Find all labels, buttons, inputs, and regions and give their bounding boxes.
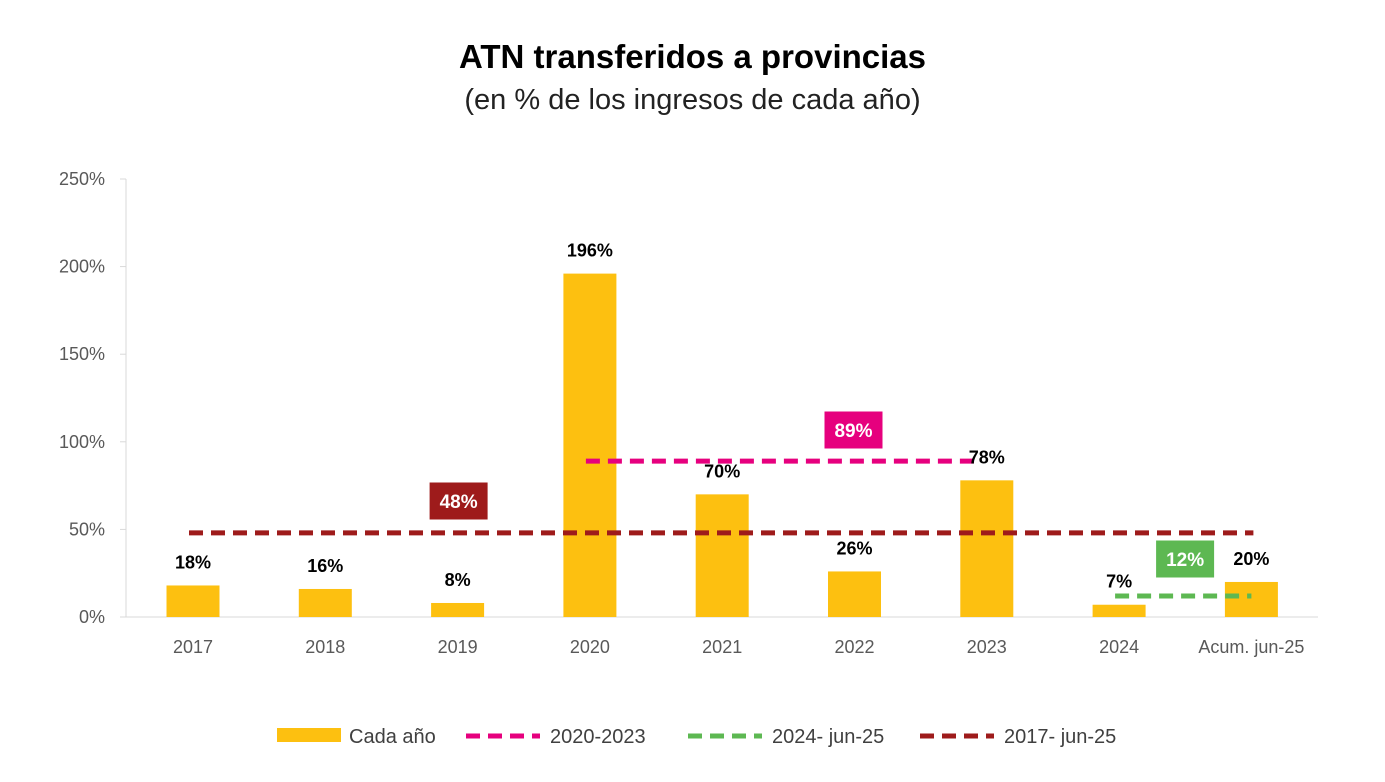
data-label: 26% [836,538,872,558]
data-label: 20% [1233,549,1269,569]
x-tick-label: 2023 [967,637,1007,657]
y-tick-label: 50% [69,519,105,539]
bar-series [166,273,1278,617]
x-tick-label: 2024 [1099,637,1139,657]
y-tick-label: 100% [59,432,105,452]
average-label: 89% [834,421,872,442]
average-label-box [824,411,883,449]
chart-legend: Cada año 2020-2023 2024- jun-25 2017- jun-2… [277,726,1116,748]
x-tick-label: 2017 [173,637,213,657]
data-label: 7% [1106,572,1132,592]
legend-label: 2020-2023 [550,726,646,748]
x-tick-label: 2021 [702,637,742,657]
bar [563,273,617,617]
legend-label: 2024- jun-25 [772,726,884,748]
data-labels: 18% 16% 8% 196% 70% 26% 78% 7% 20% 89% 12% 48% [175,241,1269,592]
average-label-box [429,482,488,520]
average-lines [189,458,1254,599]
x-tick-label: 2020 [570,637,610,657]
bar [960,480,1014,617]
y-tick-label: 150% [59,344,105,364]
bar [1224,581,1278,617]
legend-label: 2017- jun-25 [1004,726,1116,748]
x-tick-label: 2022 [834,637,874,657]
bar [695,494,749,617]
chart-title: ATN transferidos a provincias [458,38,926,75]
average-label: 12% [1166,550,1204,571]
legend-label: Cada año [349,726,436,748]
data-label: 16% [307,556,343,576]
x-tick-label: 2018 [305,637,345,657]
data-label: 18% [175,552,211,572]
x-tick-label: Acum. jun-25 [1198,637,1304,657]
y-tick-label: 0% [79,607,105,627]
y-tick-label: 200% [59,257,105,277]
average-label: 48% [440,492,478,513]
bar [1092,604,1146,617]
chart-axes: 0% 50% 100% 150% 200% 250% 2017 2018 2019 2020 202… [59,169,1318,657]
y-tick-label: 250% [59,169,105,189]
bar [298,588,352,617]
bar [431,602,485,617]
data-label: 8% [445,570,471,590]
data-label: 196% [567,241,613,261]
average-label-box [1156,540,1215,578]
x-tick-label: 2019 [438,637,478,657]
chart-subtitle: (en % de los ingresos de cada año) [464,84,921,116]
data-label: 78% [969,447,1005,467]
data-label: 70% [704,461,740,481]
bar [828,571,881,617]
bar [166,585,220,617]
legend-swatch-bar [277,728,341,742]
